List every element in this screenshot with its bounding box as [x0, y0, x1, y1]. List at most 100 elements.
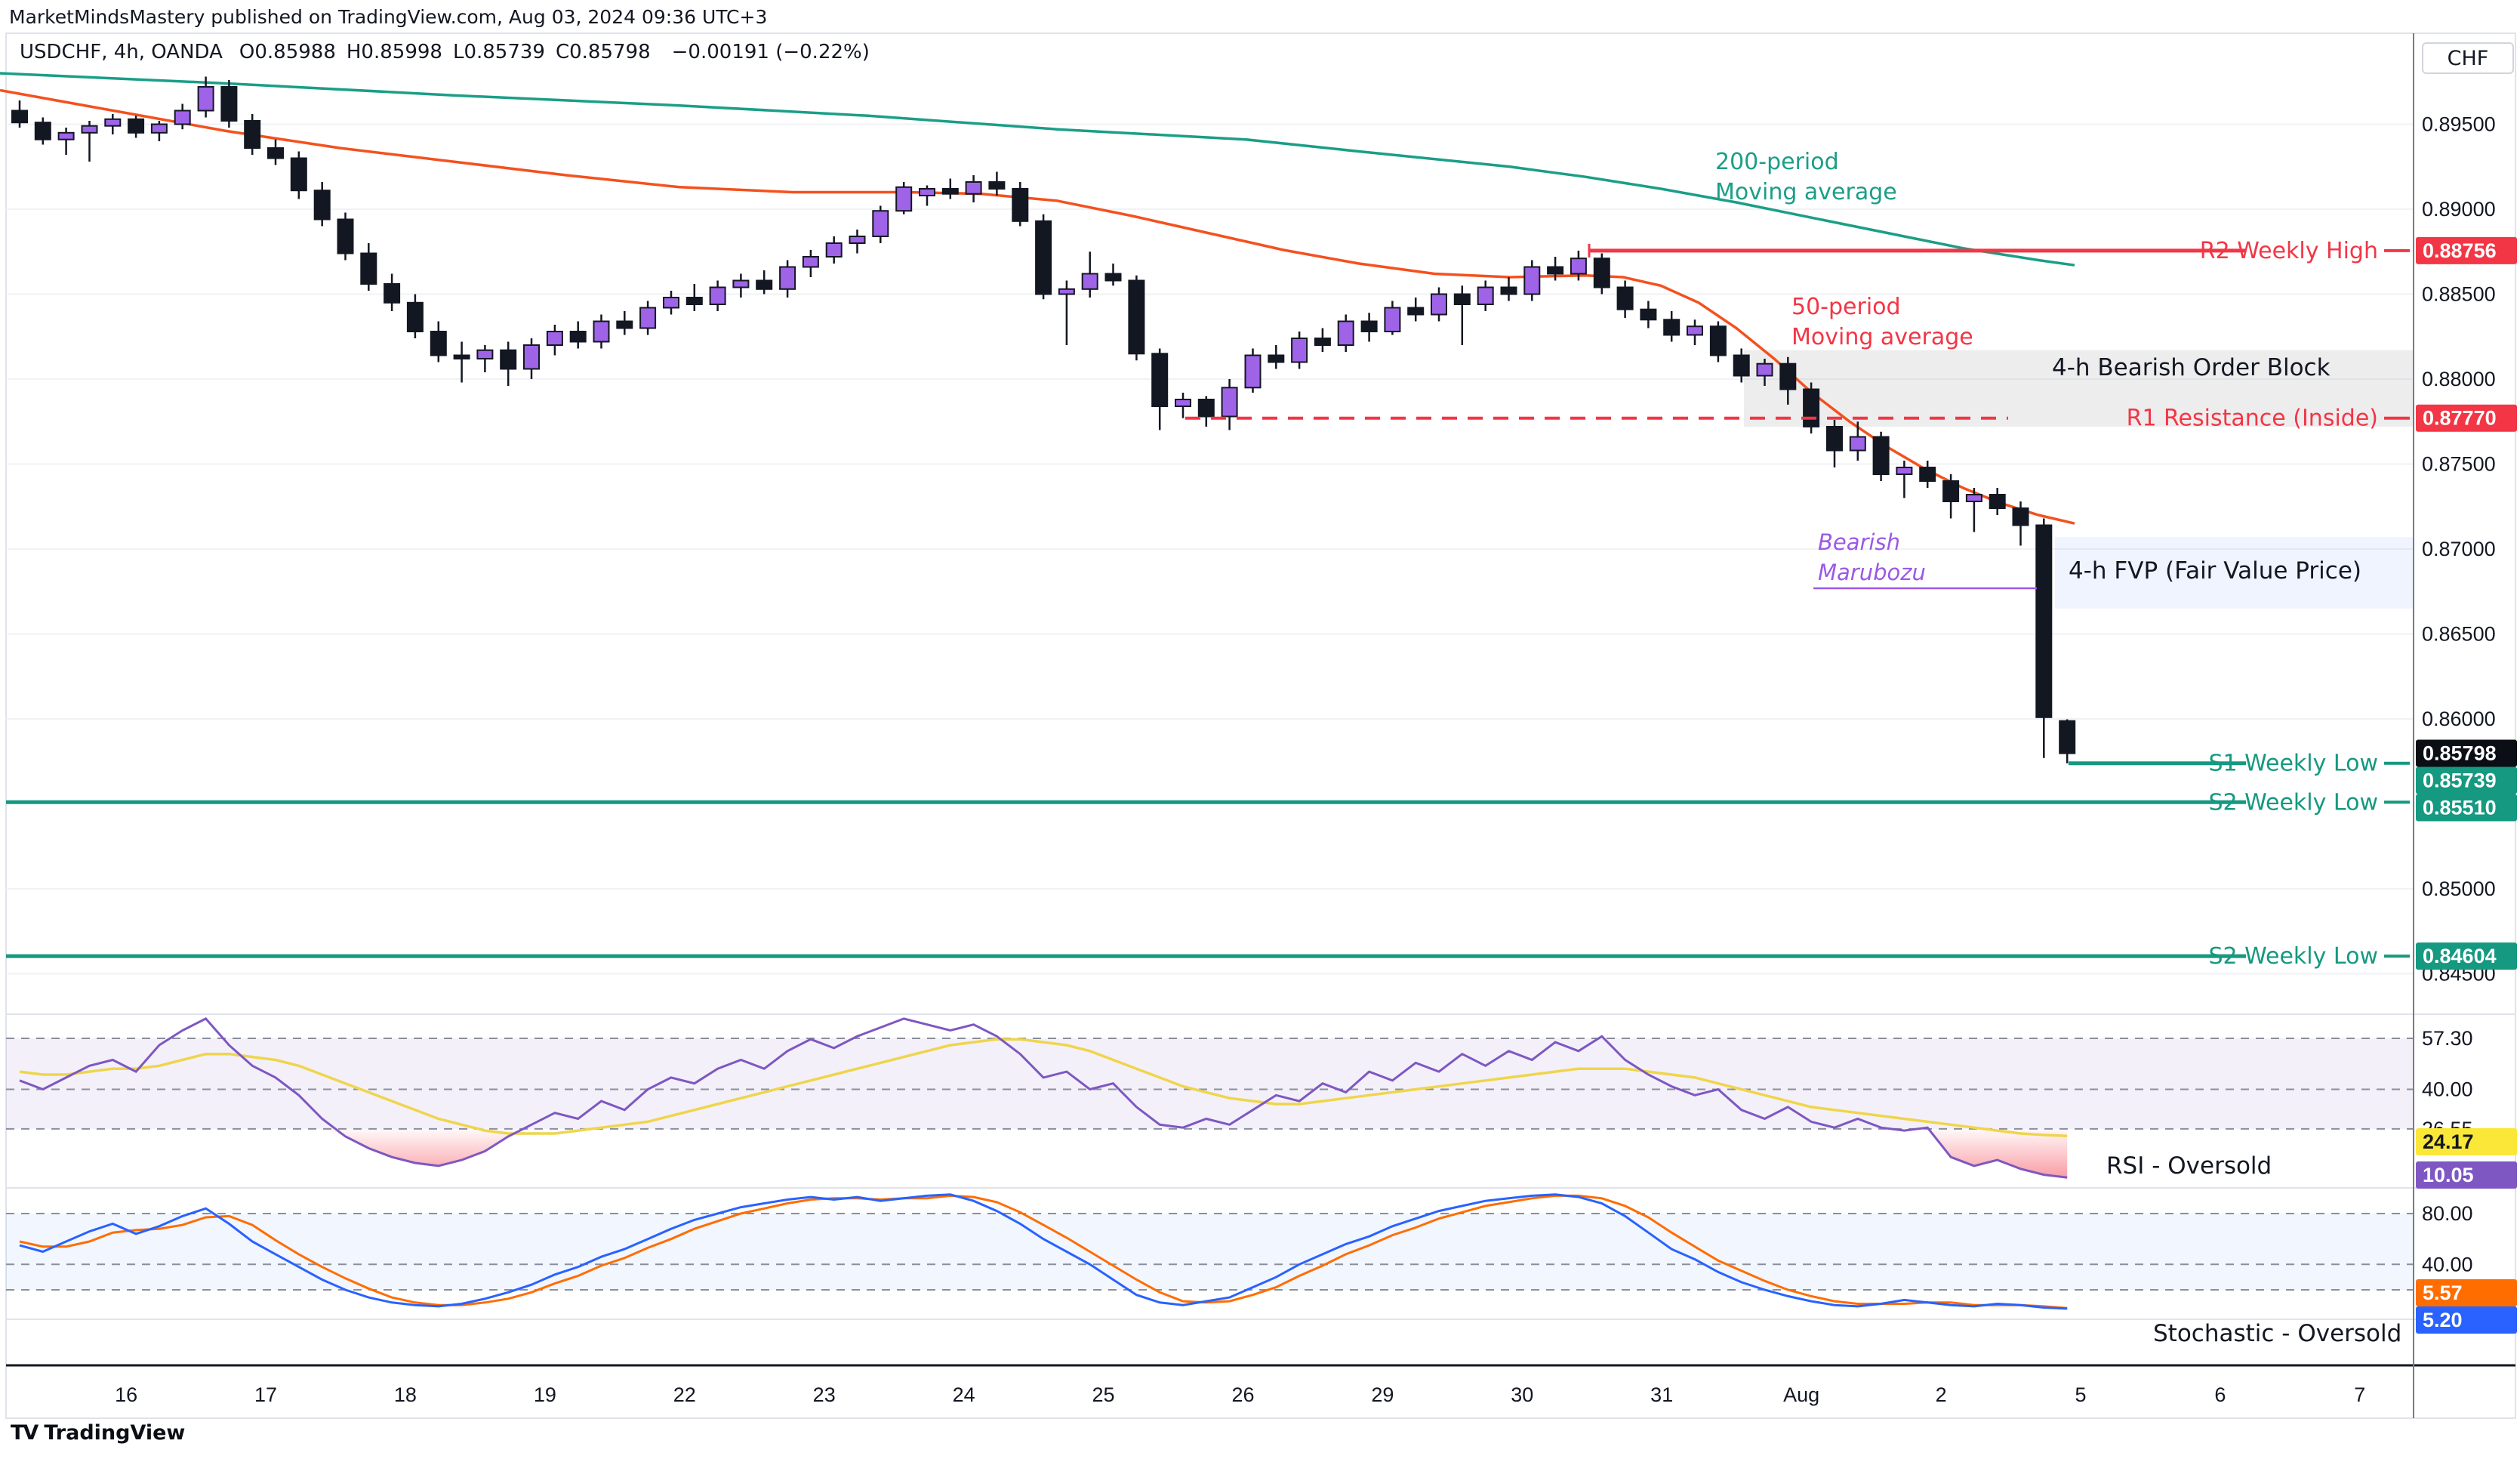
candle-body[interactable]: [849, 236, 866, 244]
time-axis-label[interactable]: 22: [673, 1383, 696, 1406]
candle-body[interactable]: [267, 147, 284, 159]
candle-body[interactable]: [1268, 354, 1285, 363]
candle-body[interactable]: [11, 109, 28, 124]
time-axis-label[interactable]: 26: [1231, 1383, 1254, 1406]
annotation-box[interactable]: [1744, 350, 2414, 427]
candle-body[interactable]: [174, 109, 191, 125]
candle-body[interactable]: [406, 301, 424, 332]
candle-body[interactable]: [1012, 188, 1029, 222]
candle-body[interactable]: [1058, 288, 1075, 295]
candle-body[interactable]: [616, 320, 633, 329]
time-axis-label[interactable]: 24: [953, 1383, 975, 1406]
candle-body[interactable]: [2059, 720, 2076, 754]
candle-body[interactable]: [1756, 362, 1773, 377]
time-axis-label[interactable]: 19: [534, 1383, 556, 1406]
candle-body[interactable]: [1221, 387, 1238, 418]
candle-body[interactable]: [313, 190, 331, 221]
candle-body[interactable]: [988, 181, 1006, 190]
time-axis-label[interactable]: 25: [1092, 1383, 1114, 1406]
candle-body[interactable]: [197, 86, 214, 112]
ma200-label[interactable]: 200-period: [1715, 149, 1839, 175]
candle-body[interactable]: [244, 120, 261, 149]
candle-body[interactable]: [1500, 286, 1517, 295]
candle-body[interactable]: [569, 331, 587, 343]
candle-body[interactable]: [81, 125, 98, 134]
stoch-oversold-label[interactable]: Stochastic - Oversold: [2153, 1320, 2401, 1347]
candle-body[interactable]: [1989, 494, 2006, 509]
time-axis-label[interactable]: 5: [2075, 1383, 2086, 1406]
candle-body[interactable]: [1965, 494, 1982, 502]
candle-body[interactable]: [1849, 436, 1866, 452]
candle-body[interactable]: [1197, 399, 1215, 418]
candle-body[interactable]: [1640, 308, 1657, 321]
candle-body[interactable]: [1035, 220, 1052, 295]
candle-body[interactable]: [1687, 325, 1703, 336]
candle-body[interactable]: [1919, 467, 1936, 482]
candle-body[interactable]: [1663, 319, 1681, 336]
time-axis-label[interactable]: 6: [2214, 1383, 2226, 1406]
time-axis-label[interactable]: 17: [254, 1383, 277, 1406]
time-axis-label[interactable]: 16: [115, 1383, 137, 1406]
candle-body[interactable]: [34, 122, 51, 140]
candle-body[interactable]: [1175, 399, 1191, 407]
tradingview-logo[interactable]: TV TradingView: [11, 1421, 185, 1445]
candle-body[interactable]: [1244, 354, 1262, 389]
candle-body[interactable]: [57, 131, 75, 140]
candle-body[interactable]: [1314, 338, 1331, 346]
candle-body[interactable]: [1942, 480, 1960, 502]
candle-body[interactable]: [1407, 307, 1425, 316]
candle-body[interactable]: [1709, 325, 1727, 356]
bearish-marubozu-label[interactable]: Bearish: [1818, 529, 1900, 555]
candle-body[interactable]: [1384, 307, 1401, 332]
candle-body[interactable]: [1872, 436, 1890, 475]
currency-button[interactable]: CHF: [2422, 42, 2514, 74]
candle-body[interactable]: [825, 242, 843, 258]
candle-body[interactable]: [1803, 388, 1820, 427]
candle-body[interactable]: [1104, 273, 1122, 282]
candle-body[interactable]: [941, 188, 959, 195]
ma200-label[interactable]: Moving average: [1715, 179, 1897, 205]
candle-body[interactable]: [360, 252, 377, 285]
time-axis-label[interactable]: Aug: [1783, 1383, 1819, 1406]
candle-body[interactable]: [337, 218, 354, 254]
candle-body[interactable]: [732, 279, 750, 288]
candle-body[interactable]: [919, 188, 935, 196]
time-axis-label[interactable]: 31: [1650, 1383, 1673, 1406]
time-axis-label[interactable]: 29: [1371, 1383, 1394, 1406]
candle-body[interactable]: [220, 86, 238, 122]
candle-body[interactable]: [430, 331, 447, 356]
ma50-label[interactable]: Moving average: [1791, 324, 1973, 350]
candle-body[interactable]: [872, 210, 889, 238]
candle-body[interactable]: [290, 157, 307, 192]
candle-body[interactable]: [1291, 338, 1308, 363]
candle-body[interactable]: [384, 283, 401, 304]
candle-body[interactable]: [639, 307, 657, 329]
candle-body[interactable]: [895, 186, 913, 212]
candle-body[interactable]: [1151, 353, 1169, 407]
candle-body[interactable]: [965, 181, 982, 195]
candle-body[interactable]: [2035, 524, 2053, 718]
candle-body[interactable]: [1360, 320, 1378, 332]
candle-body[interactable]: [685, 297, 703, 305]
ma200-line[interactable]: [0, 72, 2075, 267]
candle-body[interactable]: [1523, 266, 1541, 295]
candle-body[interactable]: [1477, 286, 1494, 305]
candle-body[interactable]: [1733, 354, 1750, 377]
candle-body[interactable]: [150, 123, 168, 134]
candle-body[interactable]: [1337, 320, 1354, 346]
candle-body[interactable]: [1570, 258, 1587, 275]
candle-body[interactable]: [128, 118, 145, 134]
candle-body[interactable]: [779, 266, 796, 290]
bearish-marubozu-label[interactable]: Marubozu: [1818, 560, 1926, 585]
ma50-label[interactable]: 50-period: [1791, 294, 1901, 320]
time-axis-label[interactable]: 23: [813, 1383, 836, 1406]
candle-body[interactable]: [1081, 273, 1098, 290]
time-axis-label[interactable]: 30: [1511, 1383, 1533, 1406]
candle-body[interactable]: [1779, 362, 1797, 390]
candle-body[interactable]: [1593, 258, 1610, 288]
candle-body[interactable]: [476, 349, 494, 360]
candle-body[interactable]: [500, 349, 517, 370]
candle-body[interactable]: [1128, 279, 1145, 355]
candle-body[interactable]: [802, 256, 819, 268]
